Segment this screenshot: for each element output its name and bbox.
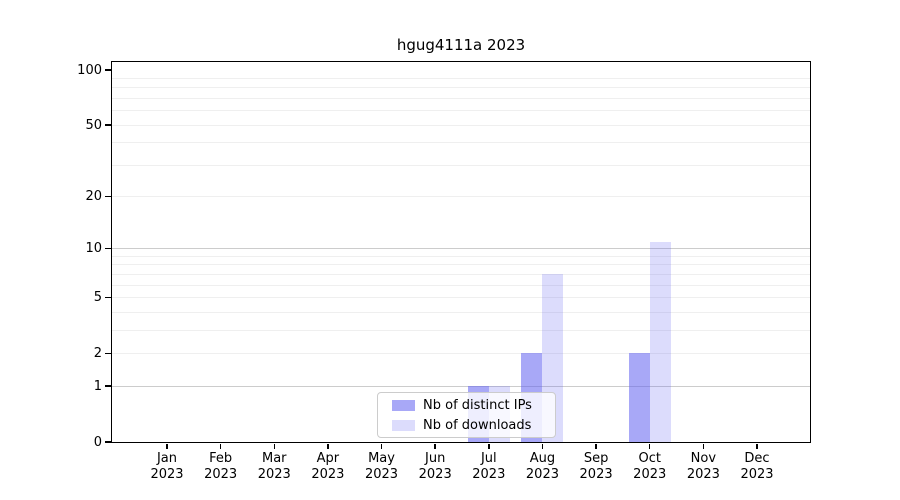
- y-tick-label: 5: [93, 290, 102, 306]
- x-tick-year-label: 2023: [525, 467, 559, 482]
- x-tick-label: Sep 2023: [564, 451, 628, 483]
- legend-label-distinct-ips: Nb of distinct IPs: [423, 397, 532, 413]
- major-gridline: [112, 248, 810, 250]
- x-tick: [219, 443, 222, 449]
- x-tick-year-label: 2023: [579, 467, 613, 482]
- x-tick: [488, 443, 490, 449]
- x-tick-label: Jul 2023: [457, 451, 521, 483]
- x-tick-year-label: 2023: [311, 467, 345, 482]
- x-tick-label: Jan 2023: [135, 451, 199, 483]
- y-tick: [105, 441, 111, 443]
- minor-gridline: [112, 77, 810, 79]
- y-tick-label: 20: [85, 189, 102, 205]
- x-tick-label: Feb 2023: [189, 451, 253, 483]
- y-tick: [105, 352, 111, 355]
- x-tick-year-label: 2023: [740, 467, 774, 482]
- minor-gridline: [112, 110, 810, 112]
- x-tick-label: Oct 2023: [618, 451, 682, 483]
- x-tick: [648, 443, 651, 449]
- x-tick: [702, 443, 705, 449]
- x-tick-year-label: 2023: [472, 467, 506, 482]
- x-tick-label: Jun 2023: [403, 451, 467, 483]
- minor-gridline: [112, 329, 810, 331]
- x-tick-label: Aug 2023: [510, 451, 574, 483]
- x-tick-label: Mar 2023: [242, 451, 306, 483]
- x-tick-year-label: 2023: [633, 467, 667, 482]
- legend-item-downloads: Nb of downloads: [392, 418, 555, 433]
- minor-gridline: [112, 124, 810, 126]
- x-tick: [166, 443, 168, 449]
- bar-ips-oct: [628, 353, 650, 442]
- legend-label-downloads: Nb of downloads: [423, 417, 532, 433]
- minor-gridline: [112, 87, 810, 89]
- x-tick: [380, 443, 383, 449]
- x-tick-year-label: 2023: [150, 467, 184, 482]
- y-tick-label: 2: [93, 345, 102, 361]
- y-tick-label: 0: [93, 434, 102, 450]
- x-tick-label: Nov 2023: [671, 451, 735, 483]
- minor-gridline: [112, 196, 810, 198]
- y-tick: [105, 124, 111, 126]
- y-tick: [105, 385, 111, 387]
- x-tick-year-label: 2023: [204, 467, 238, 482]
- minor-gridline: [112, 297, 810, 299]
- minor-gridline: [112, 97, 810, 99]
- x-tick: [327, 443, 329, 449]
- y-tick-label: 10: [85, 241, 102, 257]
- y-tick: [105, 296, 111, 299]
- legend: Nb of distinct IPs Nb of downloads: [377, 392, 556, 438]
- y-tick-label: 1: [93, 378, 102, 394]
- legend-swatch-distinct-ips-icon: [392, 399, 415, 411]
- y-tick-label: 50: [85, 117, 102, 133]
- minor-gridline: [112, 352, 810, 354]
- major-gridline: [112, 385, 810, 387]
- x-tick: [273, 443, 276, 449]
- minor-gridline: [112, 284, 810, 286]
- minor-gridline: [112, 264, 810, 266]
- x-tick-label: Dec 2023: [725, 451, 789, 483]
- x-tick-year-label: 2023: [418, 467, 452, 482]
- x-tick: [595, 443, 597, 449]
- plot-area: [111, 61, 811, 443]
- legend-item-distinct-ips: Nb of distinct IPs: [392, 398, 555, 413]
- y-tick: [105, 195, 111, 198]
- y-tick: [105, 247, 111, 250]
- x-tick: [434, 443, 436, 449]
- y-tick: [105, 69, 111, 71]
- minor-gridline: [112, 273, 810, 275]
- x-tick-year-label: 2023: [257, 467, 291, 482]
- y-tick-label: 100: [77, 62, 102, 78]
- chart-title: hgug4111a 2023: [396, 36, 526, 54]
- bar-downloads-oct: [649, 241, 671, 442]
- x-tick-year-label: 2023: [364, 467, 399, 482]
- minor-gridline: [112, 164, 810, 166]
- x-tick-label: May 2023: [350, 451, 414, 483]
- x-tick: [756, 443, 758, 449]
- minor-gridline: [112, 255, 810, 257]
- minor-gridline: [112, 311, 810, 313]
- x-tick-year-label: 2023: [686, 467, 720, 482]
- x-tick-label: Apr 2023: [296, 451, 360, 483]
- legend-swatch-downloads-icon: [392, 419, 415, 431]
- minor-gridline: [112, 142, 810, 144]
- x-tick: [541, 443, 544, 449]
